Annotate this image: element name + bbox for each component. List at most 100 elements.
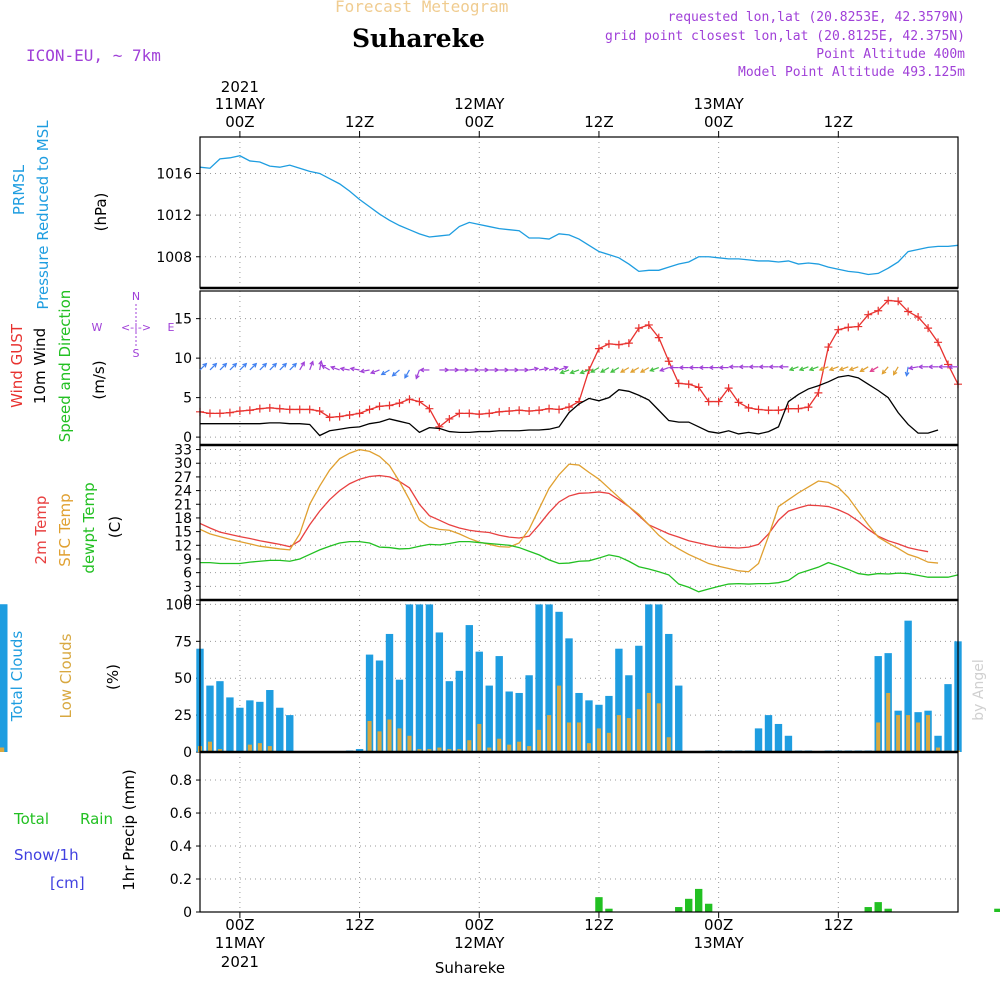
total-clouds-bar: [256, 701, 264, 752]
wind-direction-arrow: [738, 364, 749, 370]
model-label: ICON-EU, ~ 7km: [26, 46, 161, 65]
panel-clouds: [0, 599, 962, 753]
gust-point: [375, 402, 384, 411]
precip-legend-label: Snow/1h: [14, 846, 79, 864]
wind-arrow-head: [320, 364, 326, 370]
gust-axis-label: Wind GUST: [8, 323, 26, 408]
wind-direction-arrow: [758, 364, 769, 370]
precip-legend-label: Total: [13, 810, 49, 828]
gust-point: [824, 343, 833, 352]
y-tick-label: 6: [183, 566, 192, 582]
wind-arrow-head: [569, 369, 575, 375]
gust-point: [525, 407, 534, 416]
wind-arrow-shaft: [630, 367, 640, 373]
wind-arrow-head: [619, 368, 626, 373]
wind-direction-arrow: [199, 362, 208, 371]
dewpt-axis-label: dewpt Temp: [80, 482, 98, 573]
total-clouds-bar: [535, 604, 543, 752]
total-clouds-bar: [555, 611, 563, 752]
wind-arrow-head: [454, 367, 460, 373]
pressure-line: [199, 155, 959, 276]
gust-point: [555, 405, 564, 414]
wind-arrow-head: [838, 366, 844, 372]
wind-direction-arrow: [659, 367, 669, 372]
wind-arrow-head: [788, 366, 795, 372]
wind-direction-arrow: [439, 367, 450, 373]
time-label-bottom: 00Z: [225, 916, 254, 934]
gust-point: [774, 406, 783, 415]
total-clouds-bar: [355, 749, 364, 752]
low-clouds-bar: [636, 709, 641, 752]
rain-bar: [595, 897, 603, 912]
low-clouds-bar: [527, 746, 532, 752]
wind-direction-arrow: [859, 366, 869, 372]
low-clouds-bar: [666, 737, 671, 752]
wind-direction-arrow: [649, 367, 659, 372]
wind-direction-arrow: [808, 366, 819, 372]
wind-direction-arrow: [349, 366, 360, 372]
low-clouds-bar: [217, 749, 222, 752]
gust-point: [904, 307, 913, 316]
total-clouds-bar: [495, 656, 503, 752]
gust-point: [285, 405, 294, 414]
location-title: Suhareke: [352, 24, 485, 53]
requested-coords: requested lon,lat (20.8253E, 42.3579N): [667, 10, 965, 25]
wind-direction-arrow: [359, 368, 370, 374]
low-clouds-bar: [377, 731, 382, 752]
total-clouds-bar: [226, 697, 234, 752]
total-clouds-bar: [605, 695, 613, 752]
wind-arrow-head: [318, 359, 324, 366]
total-clouds-bar: [754, 728, 763, 752]
y-tick-label: 25: [174, 708, 192, 724]
dewpt-line: [200, 540, 959, 593]
wind-direction-arrow: [320, 364, 330, 371]
wind-arrow-head: [639, 368, 646, 373]
compass-w-label: W: [92, 321, 103, 334]
wind-direction-arrow: [380, 369, 390, 376]
total-clouds-bar: [585, 700, 593, 752]
wind-arrow-head: [212, 362, 218, 368]
total-clouds-bar: [904, 620, 912, 752]
wind-arrow-shaft: [309, 361, 314, 371]
gust-point: [664, 357, 673, 366]
wind-arrow-shaft: [219, 363, 227, 371]
wind-direction-arrow: [848, 366, 859, 372]
gust-point: [834, 325, 843, 334]
wind-direction-arrow: [619, 367, 630, 373]
gust-point: [535, 406, 544, 415]
low-clouds-bar: [437, 747, 442, 752]
panel-precip: [196, 751, 1000, 913]
wind-arrow-head: [818, 366, 824, 372]
low-clouds-bar: [656, 703, 661, 752]
low-clouds-bar: [916, 722, 921, 752]
total-clouds-bar: [595, 704, 603, 752]
wind-arrow-head: [668, 365, 674, 371]
wind-arrow-head: [688, 365, 694, 371]
low-clouds-bar: [586, 743, 592, 752]
wind-direction-arrow: [569, 369, 580, 375]
wind-arrow-head: [738, 364, 744, 370]
rain-bar: [884, 908, 892, 912]
wind-arrow-head: [380, 370, 386, 376]
wind-arrow-head: [600, 368, 606, 373]
low-clouds-bar: [247, 744, 252, 752]
wind-axis-label: 10m Wind: [31, 328, 49, 404]
wind-arrow-shaft: [819, 366, 829, 371]
y-tick-label: 50: [174, 671, 192, 687]
low-clouds-bar: [566, 722, 572, 752]
wind-arrow-head: [524, 367, 530, 373]
wind-direction-arrow: [869, 366, 879, 372]
wind-direction-arrow: [579, 369, 590, 375]
y-tick-label: 0.8: [170, 773, 192, 789]
wind-arrow-head: [904, 371, 910, 377]
wind-arrow-head: [262, 362, 268, 368]
gust-point: [325, 413, 334, 422]
wind-arrow-head: [947, 364, 953, 370]
low-clouds-axis-label: Low Clouds: [57, 633, 75, 718]
wind-arrow-shaft: [650, 367, 659, 372]
low-clouds-bar: [487, 747, 492, 752]
wind-direction-arrow: [629, 367, 640, 373]
wind-direction-arrow: [937, 364, 949, 370]
wind-arrow-head: [543, 366, 550, 372]
y-tick-label: 15: [174, 525, 192, 541]
